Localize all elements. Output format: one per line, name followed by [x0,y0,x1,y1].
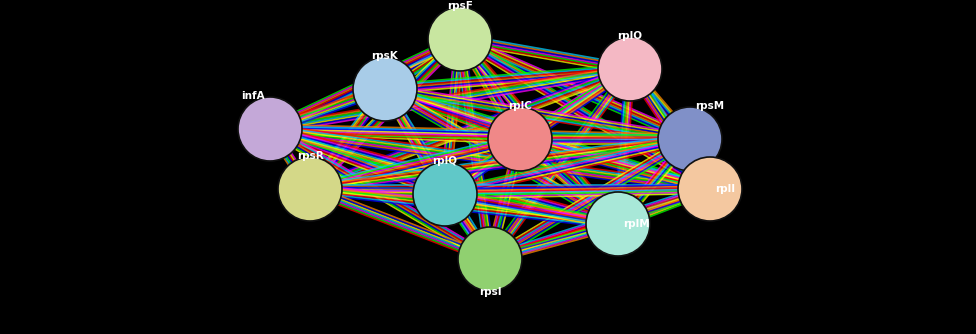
Circle shape [678,157,742,221]
Text: rplC: rplC [508,101,532,111]
Circle shape [458,227,522,291]
Circle shape [488,107,552,171]
Text: infA: infA [241,91,265,101]
Circle shape [428,7,492,71]
Circle shape [598,37,662,101]
Text: rpsM: rpsM [695,101,724,111]
Text: rplI: rplI [715,184,735,194]
Circle shape [658,107,722,171]
Text: rplM: rplM [623,219,650,229]
Text: rpsF: rpsF [447,1,473,11]
Circle shape [586,192,650,256]
Circle shape [278,157,342,221]
Text: rplO: rplO [618,31,642,41]
Text: rplQ: rplQ [432,156,458,166]
Text: rpsR: rpsR [297,151,323,161]
Text: rpsK: rpsK [372,51,398,61]
Text: rpsI: rpsI [478,287,502,297]
Circle shape [413,162,477,226]
Circle shape [353,57,417,121]
Circle shape [238,97,302,161]
